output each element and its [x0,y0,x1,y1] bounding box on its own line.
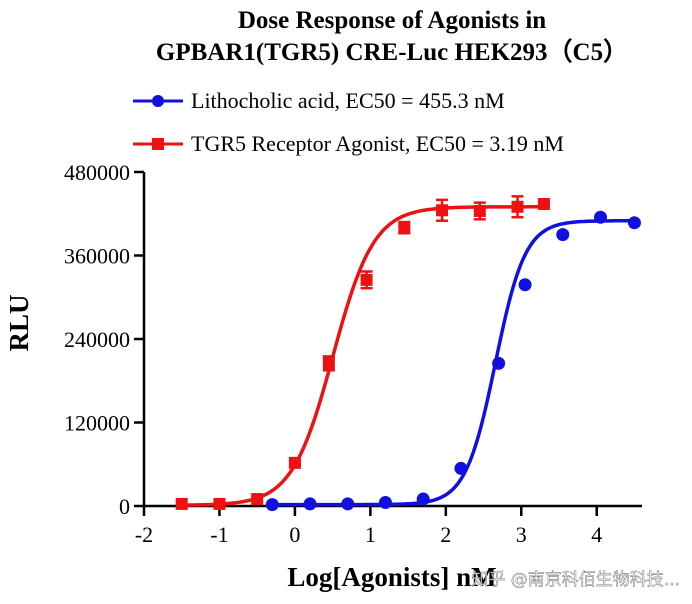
x-tick-label: 4 [591,522,602,547]
chart-title: Dose Response of Agonists in [238,7,546,34]
data-point [398,221,411,234]
legend-entry-lithocholic: Lithocholic acid, EC50 = 455.3 nM [133,88,505,113]
x-ticks: -2 -1 0 1 2 3 4 [135,506,602,547]
x-tick-label: 0 [289,522,300,547]
data-point [341,497,355,511]
data-point [213,497,226,510]
x-axis-label: Log[Agonists] nM [287,562,496,592]
y-axis-label: RLU [4,294,34,351]
y-tick-label: 240000 [64,327,130,352]
data-point [473,204,486,217]
x-tick-label: -2 [135,522,153,547]
y-tick-label: 0 [119,494,130,519]
data-point [378,496,392,510]
data-point [436,204,449,217]
legend-label-lithocholic: Lithocholic acid, EC50 = 455.3 nM [191,88,505,113]
x-tick-label: 1 [365,522,376,547]
legend-entry-tgr5-agonist: TGR5 Receptor Agonist, EC50 = 3.19 nM [133,131,564,156]
y-tick-label: 480000 [64,160,130,185]
legend-label-tgr5-agonist: TGR5 Receptor Agonist, EC50 = 3.19 nM [191,131,564,156]
y-tick-label: 120000 [64,411,130,436]
legend-marker-lithocholic [152,95,164,107]
data-point [454,461,468,475]
series-1 [175,195,550,510]
data-point [322,357,335,370]
fit-curve-1 [181,205,544,507]
legend: Lithocholic acid, EC50 = 455.3 nM TGR5 R… [133,88,564,156]
watermark: 知乎 @南京科佰生物科技... [471,570,680,590]
fit-curve-0 [272,218,635,507]
x-tick-label: -1 [210,522,228,547]
data-point [303,497,317,511]
data-point [251,493,264,506]
y-ticks: 0 120000 240000 360000 480000 [64,160,144,519]
y-tick-label: 360000 [64,244,130,269]
data-point [556,228,570,242]
data-point [594,210,607,224]
data-point [627,216,641,230]
x-tick-label: 2 [440,522,451,547]
data-point [416,492,430,506]
data-point [537,198,550,211]
x-tick-label: 3 [516,522,527,547]
data-point [265,498,279,512]
legend-marker-tgr5-agonist [152,138,164,150]
data-point [492,356,506,370]
plot-area [175,195,641,512]
data-point [360,273,373,286]
data-point [511,200,524,213]
data-point [175,497,188,510]
data-point [288,456,301,469]
data-point [518,278,532,292]
chart-subtitle: GPBAR1(TGR5) CRE-Luc HEK293（C5） [156,37,628,66]
series-0 [265,210,641,512]
